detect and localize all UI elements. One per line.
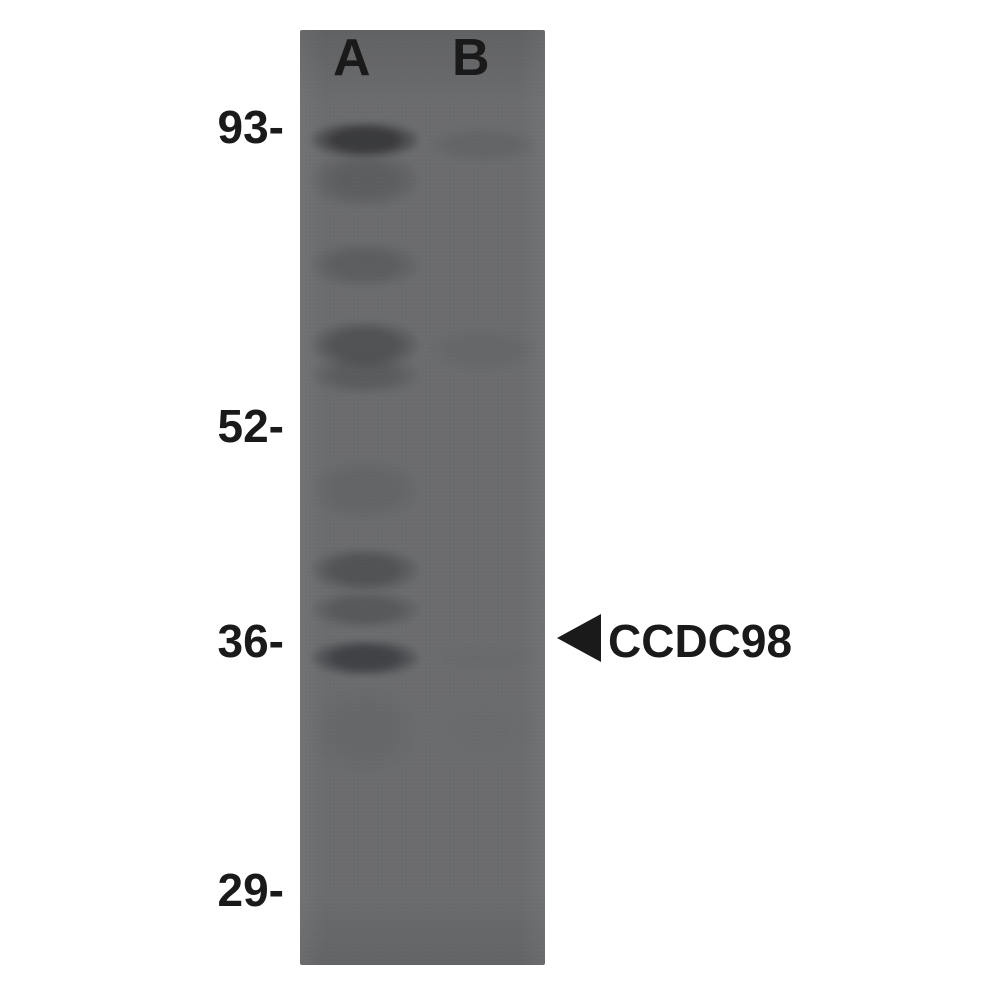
lane-a [306, 30, 424, 965]
lane-label-a: A [333, 28, 371, 88]
band-a-5 [311, 460, 420, 520]
band-a-1 [311, 153, 420, 207]
band-a-2 [311, 243, 420, 287]
band-a-8 [311, 640, 420, 676]
target-label: CCDC98 [608, 614, 792, 668]
band-a-4 [311, 356, 420, 394]
band-b-10 [429, 128, 538, 162]
band-b-12 [429, 644, 538, 672]
mw-marker-29: 29- [218, 863, 284, 917]
band-a-9 [311, 685, 420, 775]
mw-marker-52: 52- [218, 399, 284, 453]
lane-label-b: B [452, 28, 490, 88]
band-b-11 [429, 328, 538, 372]
band-a-6 [311, 548, 420, 592]
lane-b [424, 30, 542, 965]
mw-marker-36: 36- [218, 614, 284, 668]
band-a-7 [311, 592, 420, 628]
membrane [300, 30, 545, 965]
blot-figure: A B 93- 52- 36- 29- CCDC98 [0, 0, 1000, 1000]
target-arrow-icon [557, 614, 601, 662]
band-b-13 [429, 695, 538, 765]
mw-marker-93: 93- [218, 100, 284, 154]
